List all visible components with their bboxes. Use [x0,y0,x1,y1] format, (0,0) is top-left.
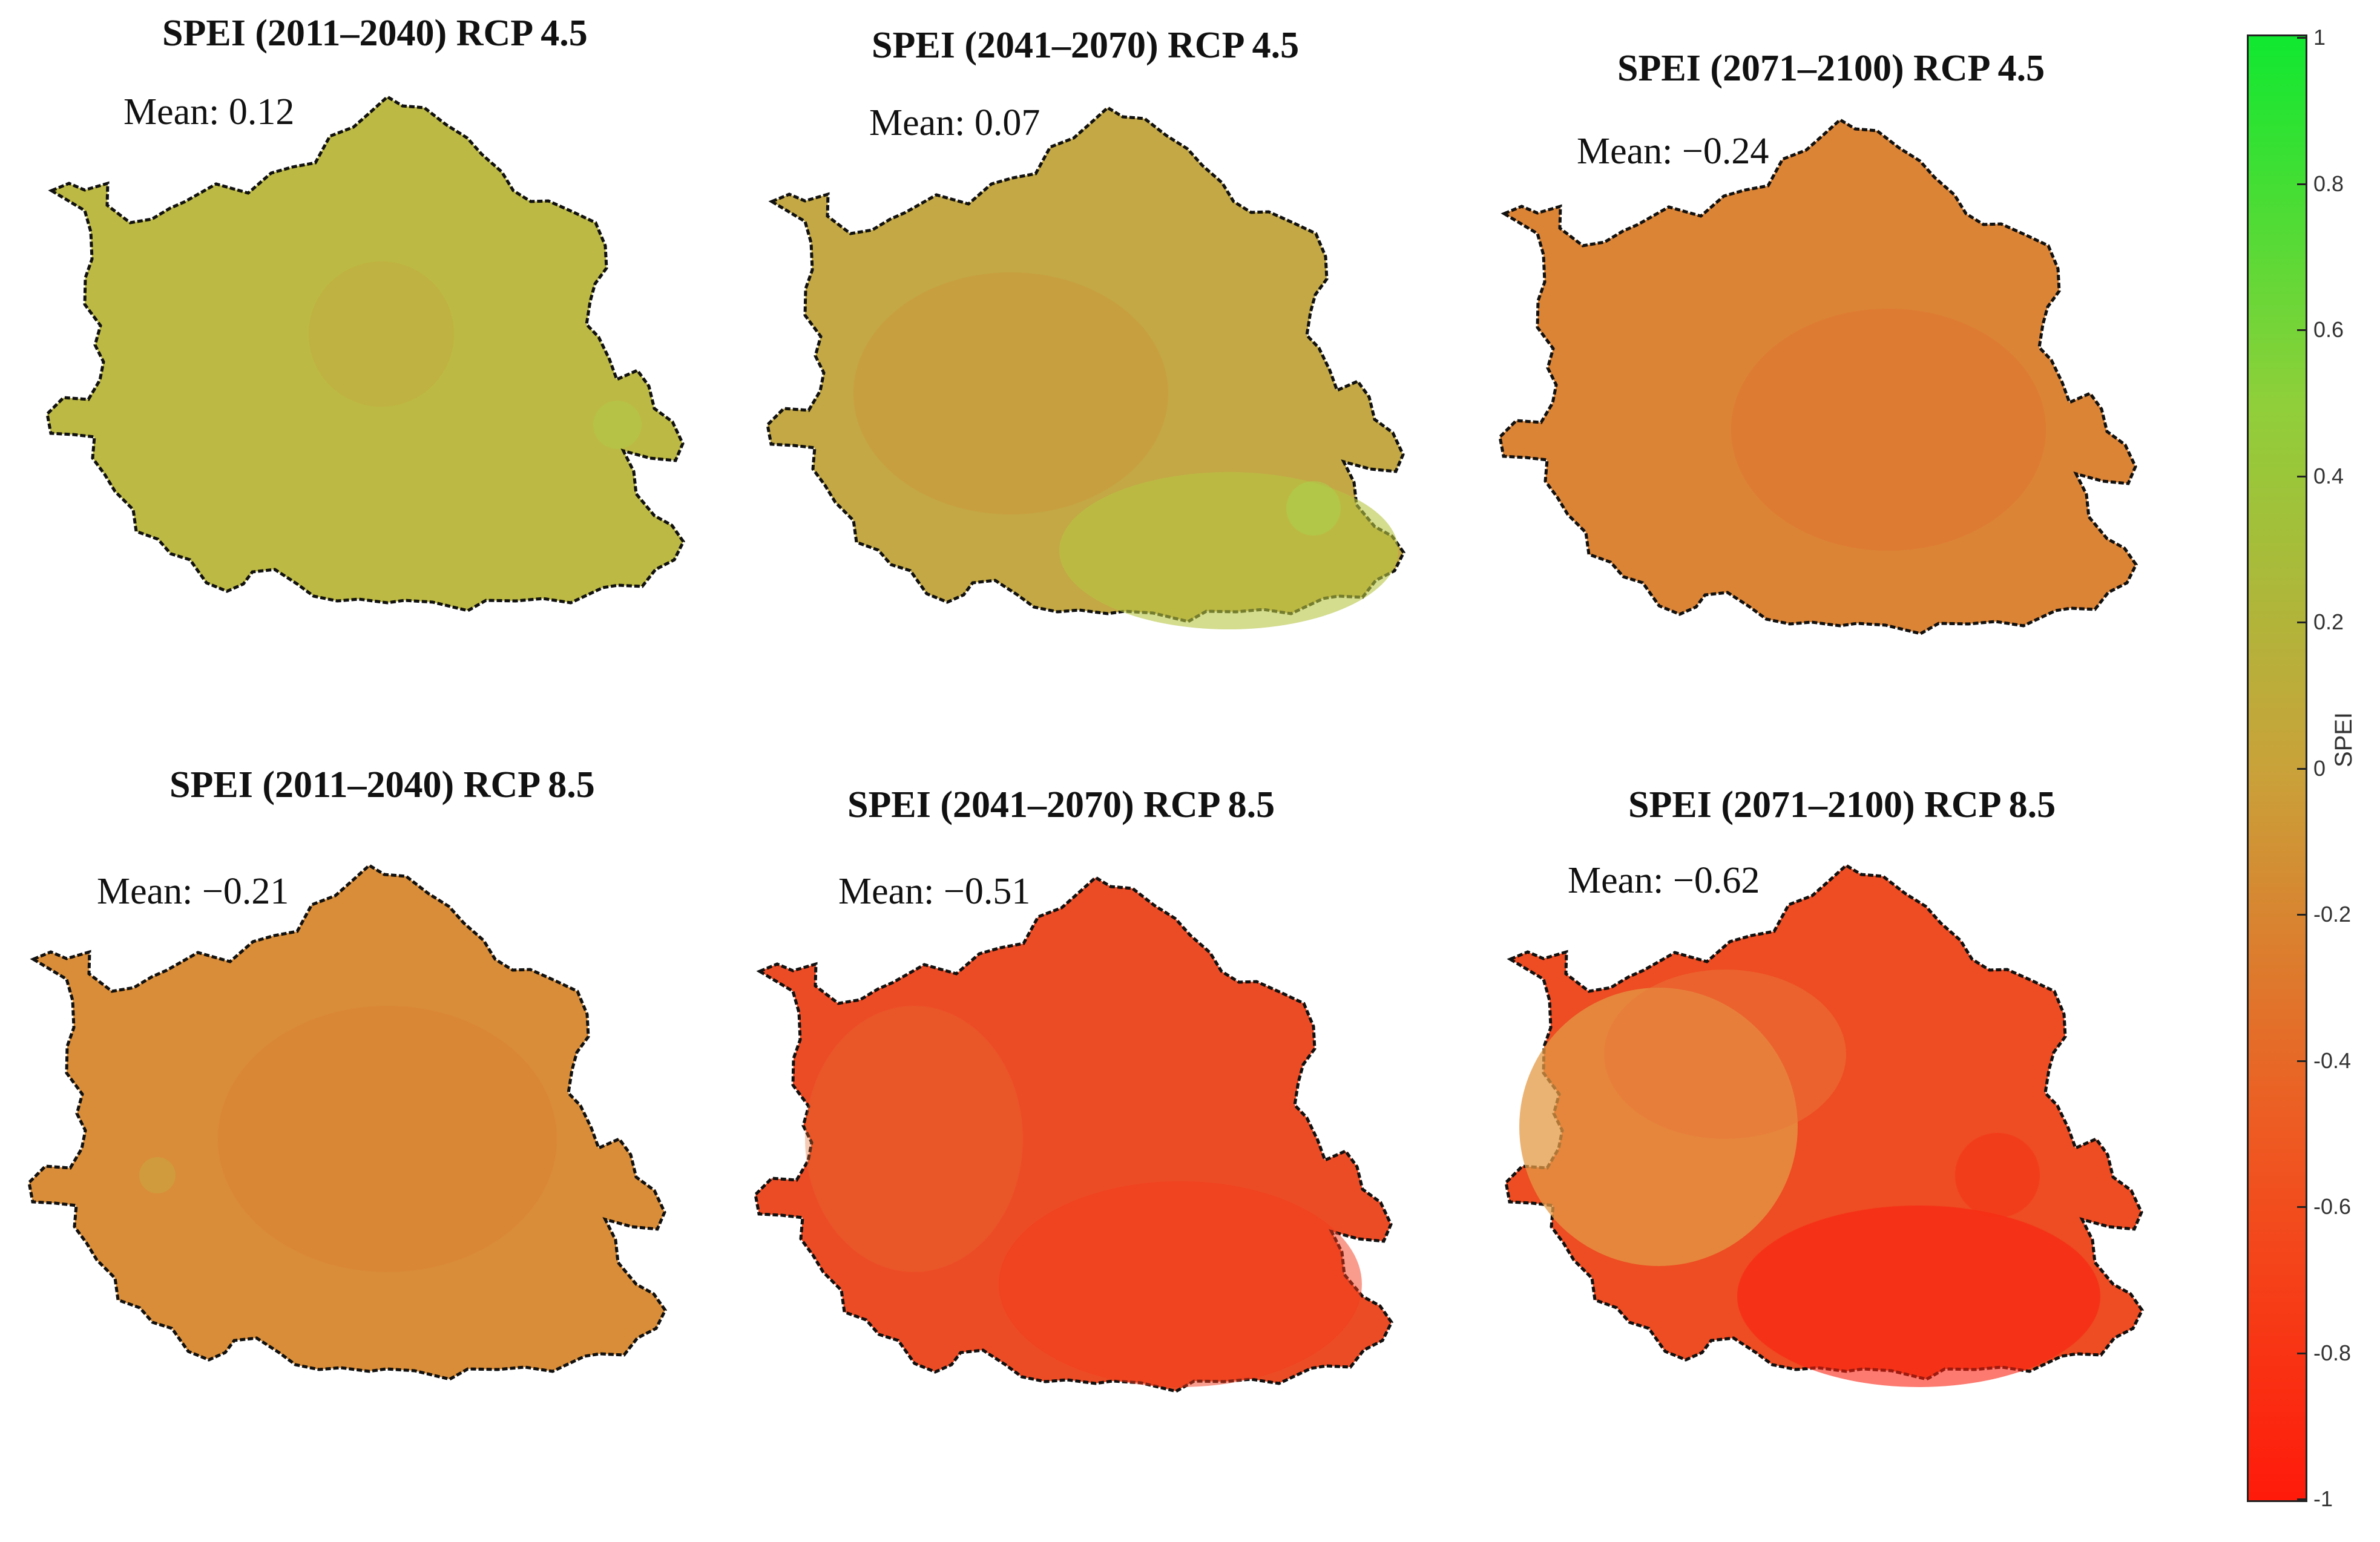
colorbar-tick-label: -1 [2313,1486,2333,1511]
panel-2-mean: Mean: 0.07 [869,102,1040,143]
colorbar-tick-mark [2297,767,2307,770]
colorbar-tick-label: 0.2 [2313,609,2344,634]
colorbar [2247,34,2307,1502]
colorbar-tick-mark [2297,914,2307,916]
panel-3-mean: Mean: −0.24 [1577,131,1769,172]
panel-5-mean: Mean: −0.51 [838,871,1031,912]
colorbar-tick-mark [2297,1060,2307,1062]
panel-3-title: SPEI (2071–2100) RCP 4.5 [1617,48,2045,89]
colorbar-tick-label: -0.8 [2313,1340,2352,1365]
map-panel-1 [47,97,683,611]
colorbar-tick-label: 0.4 [2313,463,2344,488]
colorbar-tick-label: 0.8 [2313,171,2344,196]
panel-6-mean: Mean: −0.62 [1568,860,1760,901]
colorbar-tick-mark [2297,1206,2307,1208]
panel-5-title: SPEI (2041–2070) RCP 8.5 [847,784,1275,825]
colorbar-tick-mark [2297,475,2307,477]
colorbar-gradient [2249,36,2306,1500]
colorbar-tick-mark [2297,329,2307,331]
panel-4-title: SPEI (2011–2040) RCP 8.5 [169,764,595,805]
panel-6-title: SPEI (2071–2100) RCP 8.5 [1628,784,2056,825]
panel-2-title: SPEI (2041–2070) RCP 4.5 [872,25,1300,66]
colorbar-label: SPEI [2330,712,2357,767]
colorbar-tick-label: 0.6 [2313,317,2344,342]
map-panel-6 [1506,865,2142,1387]
colorbar-tick-label: 0 [2313,755,2326,781]
panel-4-mean: Mean: −0.21 [97,871,289,912]
colorbar-tick-label: -0.4 [2313,1048,2352,1073]
map-panel-2 [768,108,1404,629]
panel-1-mean: Mean: 0.12 [123,91,295,133]
colorbar-tick-mark [2297,37,2307,39]
colorbar-tick-mark [2297,622,2307,623]
colorbar-tick-mark [2297,183,2307,185]
panel-1-title: SPEI (2011–2040) RCP 4.5 [162,13,588,54]
map-panel-4 [29,865,665,1379]
map-panel-3 [1500,120,2136,634]
colorbar-tick-mark [2297,1352,2307,1354]
colorbar-tick-label: -0.6 [2313,1194,2352,1219]
colorbar-tick-label: -0.2 [2313,902,2352,927]
colorbar-tick-mark [2297,1498,2307,1500]
colorbar-tick-label: 1 [2313,25,2326,50]
map-panel-5 [755,878,1392,1391]
